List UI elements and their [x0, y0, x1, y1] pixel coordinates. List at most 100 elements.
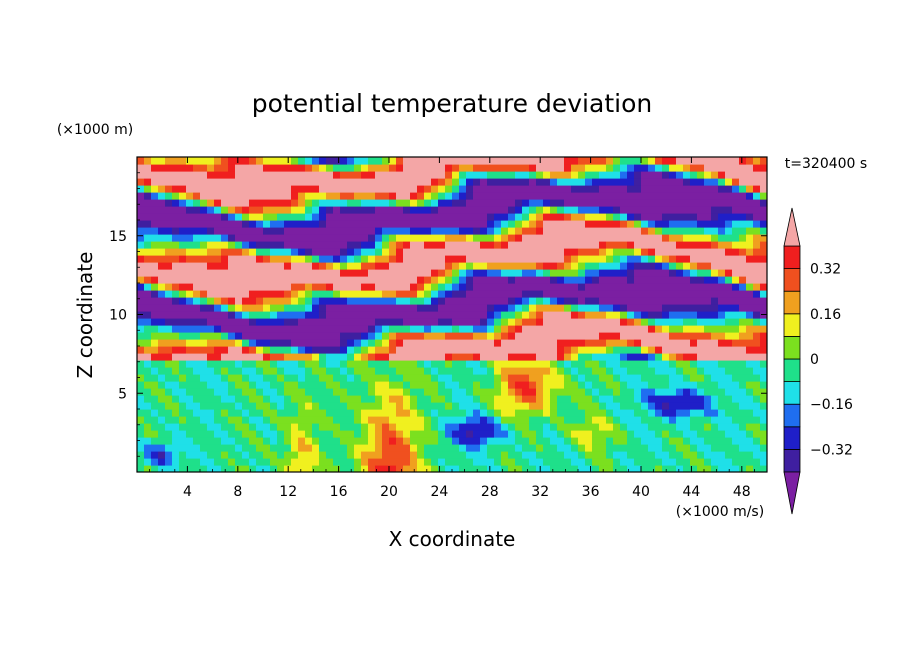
field-cell — [221, 199, 229, 207]
field-cell — [578, 171, 586, 179]
field-cell — [508, 227, 516, 235]
field-cell — [291, 346, 299, 354]
field-cell — [529, 451, 537, 459]
field-cell — [606, 416, 614, 424]
field-cell — [592, 171, 600, 179]
field-cell — [396, 458, 404, 466]
field-cell — [389, 416, 397, 424]
field-cell — [305, 192, 313, 200]
field-cell — [501, 318, 509, 326]
field-cell — [249, 192, 257, 200]
field-cell — [613, 367, 621, 375]
field-cell — [557, 458, 565, 466]
field-cell — [151, 178, 159, 186]
field-cell — [690, 318, 698, 326]
field-cell — [291, 234, 299, 242]
field-cell — [592, 304, 600, 312]
field-cell — [529, 262, 537, 270]
field-cell — [347, 283, 355, 291]
field-cell — [690, 353, 698, 361]
field-cell — [431, 423, 439, 431]
field-cell — [508, 353, 516, 361]
field-cell — [732, 283, 740, 291]
field-cell — [340, 409, 348, 417]
field-cell — [648, 444, 656, 452]
field-cell — [452, 220, 460, 228]
field-cell — [466, 206, 474, 214]
field-cell — [578, 332, 586, 340]
field-cell — [277, 255, 285, 263]
field-cell — [389, 297, 397, 305]
field-cell — [347, 416, 355, 424]
field-cell — [697, 332, 705, 340]
field-cell — [746, 353, 754, 361]
field-cell — [620, 234, 628, 242]
field-cell — [270, 248, 278, 256]
field-cell — [382, 332, 390, 340]
field-cell — [452, 458, 460, 466]
field-cell — [228, 451, 236, 459]
field-cell — [368, 185, 376, 193]
field-cell — [571, 248, 579, 256]
field-cell — [627, 311, 635, 319]
field-cell — [746, 199, 754, 207]
field-cell — [347, 318, 355, 326]
field-cell — [417, 157, 425, 165]
field-cell — [277, 311, 285, 319]
field-cell — [207, 220, 215, 228]
field-cell — [235, 276, 243, 284]
field-cell — [522, 388, 530, 396]
field-cell — [165, 395, 173, 403]
field-cell — [424, 325, 432, 333]
field-cell — [753, 297, 761, 305]
field-cell — [543, 227, 551, 235]
field-cell — [375, 157, 383, 165]
field-cell — [305, 367, 313, 375]
field-cell — [417, 297, 425, 305]
field-cell — [704, 402, 712, 410]
field-cell — [151, 157, 159, 165]
field-cell — [326, 157, 334, 165]
field-cell — [459, 346, 467, 354]
field-cell — [599, 241, 607, 249]
field-cell — [585, 332, 593, 340]
field-cell — [641, 199, 649, 207]
field-cell — [263, 157, 271, 165]
field-cell — [543, 311, 551, 319]
field-cell — [711, 451, 719, 459]
field-cell — [508, 213, 516, 221]
field-cell — [676, 325, 684, 333]
field-cell — [417, 395, 425, 403]
field-cell — [263, 311, 271, 319]
field-cell — [501, 346, 509, 354]
field-cell — [585, 255, 593, 263]
field-cell — [634, 451, 642, 459]
field-cell — [669, 171, 677, 179]
field-cell — [718, 164, 726, 172]
field-cell — [445, 192, 453, 200]
field-cell — [186, 325, 194, 333]
field-cell — [592, 395, 600, 403]
field-cell — [592, 353, 600, 361]
field-cell — [361, 276, 369, 284]
field-cell — [662, 311, 670, 319]
field-cell — [515, 304, 523, 312]
field-cell — [550, 304, 558, 312]
field-cell — [655, 248, 663, 256]
field-cell — [396, 227, 404, 235]
field-cell — [543, 458, 551, 466]
field-cell — [606, 423, 614, 431]
field-cell — [599, 248, 607, 256]
field-cell — [347, 374, 355, 382]
field-cell — [298, 402, 306, 410]
field-cell — [354, 374, 362, 382]
field-cell — [361, 164, 369, 172]
field-cell — [179, 339, 187, 347]
field-cell — [592, 297, 600, 305]
field-cell — [557, 269, 565, 277]
field-cell — [193, 255, 201, 263]
field-cell — [144, 283, 152, 291]
field-cell — [746, 157, 754, 165]
field-cell — [620, 262, 628, 270]
field-cell — [718, 409, 726, 417]
